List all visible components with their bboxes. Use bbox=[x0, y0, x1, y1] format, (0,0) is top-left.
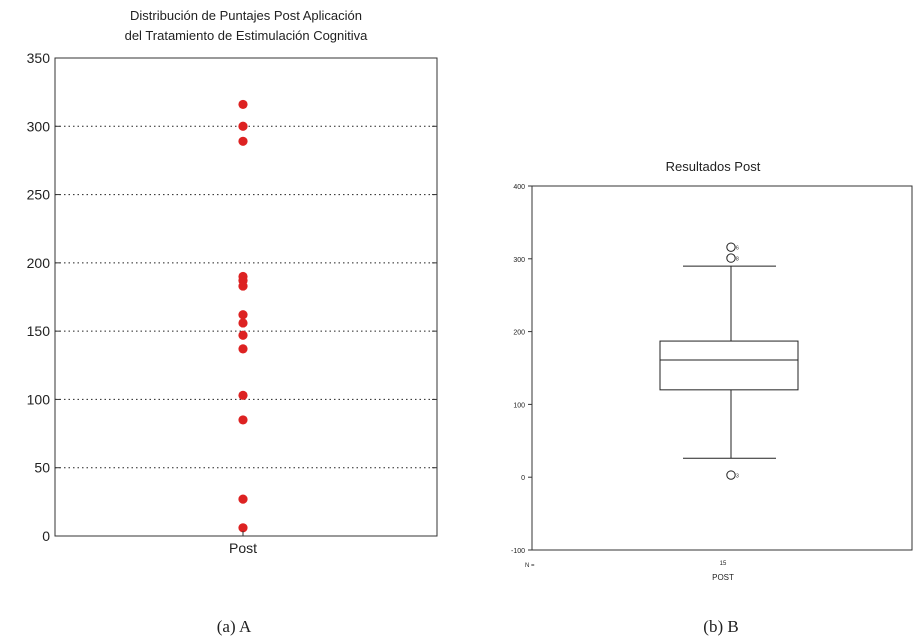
chart-a-y-tick-label: 100 bbox=[27, 391, 51, 407]
chart-b-y-tick-label: 300 bbox=[513, 257, 525, 264]
chart-b-outlier-label: 8 bbox=[736, 257, 739, 263]
chart-a-point bbox=[238, 281, 248, 291]
chart-a-point bbox=[238, 121, 248, 131]
chart-a-y-tick-label: 350 bbox=[27, 50, 51, 66]
chart-a-plot-frame bbox=[54, 57, 438, 537]
chart-b-x-label: POST bbox=[712, 573, 734, 582]
chart-b-plot-frame bbox=[531, 185, 913, 551]
chart-a-y-tick-label: 150 bbox=[27, 323, 51, 339]
chart-a-point bbox=[238, 310, 248, 320]
chart-b-title: Resultados Post bbox=[666, 159, 761, 174]
chart-b-n-value: 15 bbox=[720, 561, 727, 567]
chart-a-points bbox=[238, 99, 248, 533]
chart-a-y-tick-label: 200 bbox=[27, 255, 51, 271]
chart-a-point bbox=[238, 136, 248, 146]
chart-b-y-tick-label: 100 bbox=[513, 402, 525, 409]
chart-b-n-label: N = bbox=[525, 563, 535, 569]
chart-a-x-tick-label: Post bbox=[229, 540, 257, 556]
chart-a-point bbox=[238, 415, 248, 425]
chart-a-y-tick-label: 250 bbox=[27, 187, 51, 203]
chart-a-y-tick-label: 0 bbox=[42, 528, 50, 544]
chart-a-point bbox=[238, 330, 248, 340]
chart-a-title-line2: del Tratamiento de Estimulación Cognitiv… bbox=[125, 28, 369, 43]
chart-b-boxplot bbox=[659, 265, 799, 459]
chart-a-point bbox=[238, 344, 248, 354]
chart-b-box bbox=[659, 340, 799, 391]
chart-a-y-tick-label: 50 bbox=[34, 460, 50, 476]
chart-a-y-tick-label: 300 bbox=[27, 118, 51, 134]
chart-b-outlier-label: 3 bbox=[736, 474, 739, 480]
chart-b-outlier bbox=[726, 470, 736, 480]
chart-a-title-line1: Distribución de Puntajes Post Aplicación bbox=[130, 8, 362, 23]
chart-a-y-axis: 0 50 100 150 200 250 300 350 bbox=[27, 50, 437, 544]
chart-a-gridlines bbox=[55, 125, 437, 469]
chart-b-y-tick-label: 400 bbox=[513, 184, 525, 191]
chart-b-y-tick-label: 200 bbox=[513, 330, 525, 337]
chart-b-y-axis: -100 0 100 200 300 400 bbox=[511, 184, 532, 555]
chart-a-point bbox=[238, 494, 248, 504]
chart-a-point bbox=[238, 523, 248, 533]
chart-a-point bbox=[238, 318, 248, 328]
chart-b-outlier bbox=[726, 242, 736, 252]
chart-a-point bbox=[238, 99, 248, 110]
chart-b-y-tick-label: -100 bbox=[511, 548, 525, 555]
chart-b-outlier bbox=[726, 253, 736, 263]
caption-a: (a) A bbox=[217, 617, 252, 636]
caption-b: (b) B bbox=[703, 617, 738, 636]
chart-b-outliers: 6 8 3 bbox=[726, 242, 739, 480]
chart-a-point bbox=[238, 390, 248, 400]
chart-b-y-tick-label: 0 bbox=[521, 475, 525, 482]
chart-b-outlier-label: 6 bbox=[736, 246, 739, 252]
